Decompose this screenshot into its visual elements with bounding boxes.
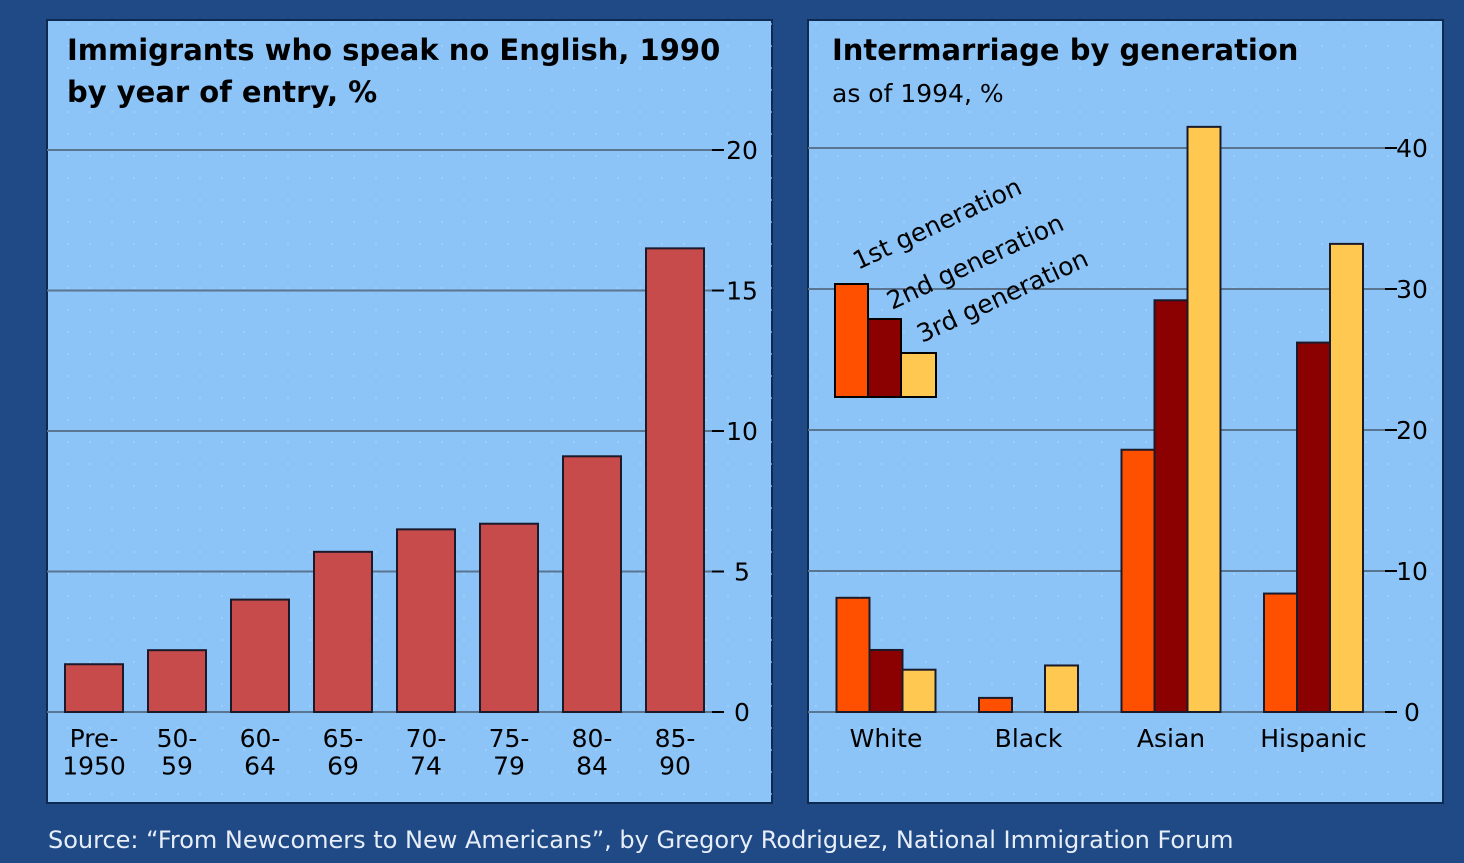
y-tick-label: 20 [1396, 416, 1428, 445]
y-tick-label: 30 [1396, 275, 1428, 304]
y-tick-label: 15 [726, 277, 758, 306]
x-tick-label: 60-64 [240, 724, 281, 781]
x-tick-label: 85-90 [655, 724, 696, 781]
bar [1329, 242, 1364, 713]
x-tick-label: Black [995, 724, 1063, 753]
chart-title: Immigrants who speak no English, 1990 [67, 33, 720, 67]
bar [978, 696, 1013, 714]
x-tick-label: Hispanic [1260, 724, 1367, 753]
bar [835, 596, 871, 713]
y-tick-label: 5 [734, 558, 750, 587]
bar [479, 522, 539, 713]
chart-subtitle: by year of entry, % [67, 75, 377, 109]
y-tick-label: 10 [726, 417, 758, 446]
bar [1186, 125, 1222, 714]
x-tick-label: 65-69 [323, 724, 364, 781]
y-tick-label: 10 [1396, 557, 1428, 586]
y-tick-label: 0 [1404, 698, 1420, 727]
x-tick-label: 70-74 [406, 724, 447, 781]
y-tick-label: 20 [726, 136, 758, 165]
bar [901, 668, 937, 714]
chart-subtitle: as of 1994, % [832, 79, 1004, 108]
chart-title: Intermarriage by generation [832, 33, 1298, 67]
x-tick-label: Pre-1950 [62, 724, 126, 781]
bar [230, 598, 290, 713]
bar [396, 528, 456, 713]
bar [645, 247, 705, 713]
x-tick-label: 75-79 [489, 724, 530, 781]
bar [147, 649, 207, 713]
legend-swatch [834, 283, 869, 398]
y-tick-label: 40 [1396, 134, 1428, 163]
source: Source: “From Newcomers to New Americans… [48, 826, 1234, 854]
bar [1296, 341, 1331, 713]
bar [1153, 299, 1189, 713]
x-tick-label: 80-84 [572, 724, 613, 781]
bar [313, 550, 373, 714]
legend-swatch [900, 352, 937, 398]
bar [868, 648, 904, 714]
bar [1044, 664, 1079, 713]
x-tick-label: White [850, 724, 923, 753]
bar [64, 663, 124, 713]
bar [1263, 592, 1298, 713]
bar [1120, 448, 1156, 713]
y-tick-label: 0 [734, 698, 750, 727]
x-tick-label: 50-59 [157, 724, 198, 781]
bar [562, 455, 622, 714]
x-tick-label: Asian [1137, 724, 1205, 753]
legend-swatch [867, 318, 902, 398]
